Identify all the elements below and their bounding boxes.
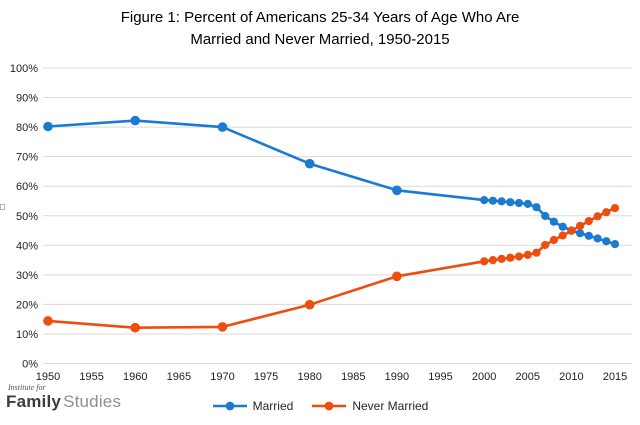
never-married-data-point bbox=[497, 254, 506, 263]
never-married-line bbox=[47, 206, 616, 330]
married-data-point bbox=[392, 185, 402, 196]
x-tick-label: 1955 bbox=[79, 371, 103, 383]
married-data-point bbox=[217, 122, 228, 132]
x-tick-label: 2005 bbox=[516, 371, 540, 383]
married-data-point bbox=[514, 198, 524, 208]
never-married-data-point bbox=[584, 217, 593, 226]
married-line bbox=[47, 119, 616, 246]
legend-item-married: Married bbox=[212, 399, 294, 413]
x-tick-label: 1950 bbox=[36, 371, 60, 383]
married-data-point bbox=[488, 196, 497, 205]
legend-item-never-married: Never Married bbox=[311, 399, 428, 413]
married-data-point bbox=[497, 197, 506, 206]
y-tick-label: 60% bbox=[16, 181, 38, 193]
never-married-series bbox=[43, 204, 620, 333]
logo-wordmark: Family Studies bbox=[6, 392, 121, 411]
x-tick-label: 1995 bbox=[428, 371, 452, 383]
legend-label-married: Married bbox=[252, 399, 294, 413]
never-married-data-point bbox=[130, 322, 140, 333]
y-axis-tick-labels: 0% 10% 20% 30% 40% 50% 60% 70% 80% 90% 100% bbox=[10, 63, 38, 371]
never-married-line-marker-icon bbox=[312, 401, 347, 411]
married-data-point bbox=[602, 237, 611, 246]
never-married-data-point bbox=[392, 271, 402, 282]
gridlines bbox=[43, 67, 632, 364]
never-married-data-point bbox=[480, 257, 489, 266]
married-line-marker-icon bbox=[212, 401, 247, 411]
married-data-point bbox=[584, 231, 593, 240]
married-data-point bbox=[558, 222, 567, 231]
married-data-point bbox=[480, 196, 489, 205]
edge-artifact-square bbox=[0, 204, 5, 210]
institute-for-family-studies-logo: Institute for Family Studies bbox=[6, 384, 121, 411]
y-tick-label: 20% bbox=[16, 299, 38, 311]
logo-word-family: Family bbox=[6, 392, 62, 411]
never-married-data-point bbox=[488, 256, 497, 265]
never-married-data-point bbox=[304, 299, 315, 310]
logo-tagline: Institute for bbox=[8, 383, 46, 392]
legend-label-never-married: Never Married bbox=[352, 399, 429, 413]
chart-title-line1: Figure 1: Percent of Americans 25-34 Yea… bbox=[120, 9, 520, 26]
y-tick-label: 50% bbox=[16, 211, 38, 223]
x-tick-label: 1960 bbox=[123, 371, 147, 383]
x-tick-label: 1990 bbox=[385, 371, 409, 383]
never-married-data-point bbox=[506, 253, 515, 262]
never-married-data-point bbox=[576, 221, 585, 230]
y-tick-label: 80% bbox=[16, 122, 38, 134]
never-married-data-point bbox=[593, 212, 602, 221]
y-tick-label: 70% bbox=[16, 152, 38, 164]
never-married-data-point bbox=[610, 204, 620, 213]
x-tick-label: 1985 bbox=[341, 371, 365, 383]
never-married-data-point bbox=[532, 248, 541, 257]
married-data-point bbox=[130, 115, 140, 126]
logo-word-studies: Studies bbox=[63, 392, 122, 411]
y-tick-label: 30% bbox=[16, 270, 38, 282]
x-tick-label: 1975 bbox=[254, 371, 278, 383]
y-tick-label: 40% bbox=[16, 240, 38, 252]
never-married-data-point bbox=[541, 240, 550, 250]
never-married-data-point bbox=[43, 316, 53, 326]
married-data-point bbox=[576, 229, 585, 238]
x-tick-label: 1970 bbox=[210, 371, 234, 383]
chart-legend: Married Never Married bbox=[0, 395, 640, 417]
married-data-point bbox=[549, 217, 559, 226]
y-tick-label: 0% bbox=[22, 359, 38, 371]
x-axis-tick-labels: 1950 1955 1960 1965 1970 1975 1980 1985 1990 1995… bbox=[36, 371, 627, 383]
married-series bbox=[43, 115, 620, 249]
never-married-data-point bbox=[514, 252, 524, 261]
never-married-data-point bbox=[567, 226, 576, 235]
y-tick-label: 90% bbox=[16, 93, 38, 105]
x-tick-label: 2000 bbox=[472, 371, 496, 383]
married-data-point bbox=[304, 158, 315, 169]
married-data-point bbox=[610, 240, 620, 249]
x-tick-label: 1980 bbox=[297, 371, 321, 383]
never-married-data-point bbox=[217, 322, 228, 332]
never-married-data-point bbox=[602, 208, 611, 217]
x-tick-label: 2015 bbox=[603, 371, 627, 383]
married-data-point bbox=[506, 198, 515, 207]
x-tick-label: 1965 bbox=[167, 371, 191, 383]
y-tick-label: 10% bbox=[16, 329, 38, 341]
married-data-point bbox=[541, 211, 550, 221]
x-tick-label: 2010 bbox=[559, 371, 583, 383]
y-tick-label: 100% bbox=[10, 63, 38, 75]
married-data-point bbox=[593, 234, 602, 243]
never-married-data-point bbox=[523, 250, 532, 259]
chart-title-line2: Married and Never Married, 1950-2015 bbox=[190, 31, 450, 48]
never-married-data-point bbox=[549, 235, 559, 245]
married-data-point bbox=[43, 121, 53, 132]
never-married-data-point bbox=[558, 231, 567, 240]
married-data-point bbox=[532, 203, 541, 212]
chart-title: Figure 1: Percent of Americans 25-34 Yea… bbox=[0, 7, 640, 51]
married-data-point bbox=[523, 199, 532, 208]
